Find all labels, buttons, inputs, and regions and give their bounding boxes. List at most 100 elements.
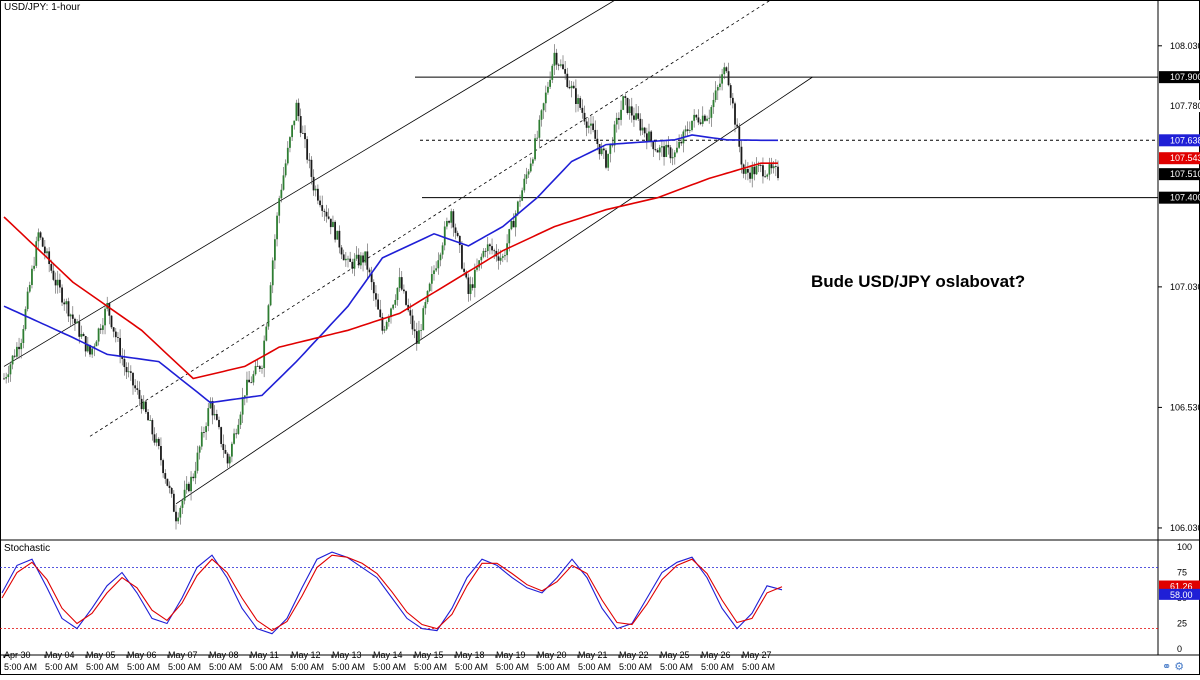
candle-bear (704, 115, 706, 121)
candle-bear (299, 116, 302, 133)
candle-bear (372, 282, 375, 294)
time-tick-day: May 25 (660, 650, 690, 660)
candle-bull (246, 379, 248, 396)
candle-bull (398, 277, 401, 288)
candle-bull (353, 258, 356, 269)
candle-bull (254, 365, 257, 375)
candle-bull (723, 67, 726, 75)
candle-bear (323, 210, 326, 212)
time-tick-time: 5:00 AM (660, 662, 693, 672)
candle-bear (777, 166, 779, 179)
candle-bear (736, 124, 739, 127)
candle-bear (566, 73, 569, 87)
candle-bear (203, 432, 205, 433)
candle-bull (265, 326, 268, 341)
price-tick-label: 106.530 (1170, 402, 1200, 412)
candle-bear (734, 103, 736, 125)
candle-bull (26, 291, 29, 310)
candle-bull (31, 268, 33, 285)
candle-bear (13, 355, 16, 357)
link-icon[interactable]: ⚭ (1162, 661, 1172, 673)
candle-bull (35, 241, 38, 266)
candle-bear (568, 86, 571, 89)
candle-bull (607, 153, 610, 168)
candle-bear (489, 244, 491, 247)
time-tick-time: 5:00 AM (742, 662, 775, 672)
candle-bull (183, 489, 186, 501)
candle-bear (166, 478, 169, 486)
candle-bear (639, 118, 642, 131)
callout-text: Bude USD/JPY oslabovat? (811, 272, 1026, 291)
stoch-tick-label: 25 (1177, 619, 1187, 629)
candle-bear (340, 247, 343, 255)
candle-bull (155, 438, 158, 443)
stoch-tick-label: 75 (1177, 568, 1187, 578)
candle-bear (562, 64, 564, 70)
candle-bull (291, 125, 293, 138)
candle-bear (301, 132, 304, 134)
candle-bear (357, 254, 360, 266)
candle-bull (719, 83, 721, 88)
candle-bull (360, 255, 362, 266)
candle-bear (375, 293, 377, 300)
candle-bull (86, 345, 89, 352)
candle-bull (385, 321, 388, 330)
time-tick-day: May 08 (209, 650, 239, 660)
candle-bear (112, 327, 115, 332)
current-price-badge-bg (1159, 168, 1200, 181)
candle-bull (33, 265, 35, 269)
settings-icon[interactable]: ⚙ (1174, 661, 1185, 673)
toolbar-icons[interactable]: ⚭ ⚙ (1162, 660, 1184, 673)
candle-bull (24, 309, 27, 330)
candle-bear (624, 96, 627, 98)
time-tick-time: 5:00 AM (127, 662, 160, 672)
candle-bear (67, 301, 70, 317)
candle-bear (484, 250, 487, 252)
candle-bear (319, 200, 321, 206)
candle-bull (233, 433, 235, 444)
candle-bull (673, 152, 676, 158)
channel-lower-line (175, 76, 813, 505)
candle-bull (587, 125, 590, 128)
time-tick-day: May 07 (168, 650, 198, 660)
candle-bear (99, 328, 102, 330)
candle-bull (336, 230, 339, 240)
stoch-d-line (1, 554, 783, 632)
candle-bear (256, 365, 259, 367)
candle-bear (774, 166, 777, 168)
stoch-tick-label: 100 (1177, 542, 1192, 552)
candle-bull (437, 260, 440, 269)
candle-bear (211, 400, 214, 416)
time-tick-day: Apr 30 (4, 650, 31, 660)
candle-bull (271, 260, 274, 286)
candle-bear (248, 379, 250, 383)
candle-bull (684, 129, 687, 132)
stoch-tick-label: 0 (1177, 644, 1182, 654)
time-tick-day: May 19 (496, 650, 526, 660)
level-price-badge-bg (1159, 71, 1200, 84)
candle-bull (609, 143, 612, 154)
candle-bear (605, 150, 607, 168)
candle-bear (250, 382, 253, 384)
candle-bear (108, 303, 111, 316)
candle-bear (119, 337, 121, 357)
candle-bear (306, 139, 309, 160)
time-tick-time: 5:00 AM (537, 662, 570, 672)
candle-bull (56, 279, 59, 286)
candle-bull (179, 507, 182, 518)
candle-bear (164, 473, 167, 479)
candle-bear (456, 232, 459, 236)
time-tick-day: May 27 (742, 650, 772, 660)
candle-bear (403, 289, 405, 292)
candle-bull (194, 470, 197, 479)
candle-bear (667, 144, 670, 148)
candle-bull (65, 301, 68, 305)
candle-bear (110, 315, 113, 328)
candle-bull (559, 64, 562, 66)
candle-bull (712, 99, 715, 108)
candle-bull (521, 190, 524, 201)
time-tick-day: May 04 (45, 650, 75, 660)
